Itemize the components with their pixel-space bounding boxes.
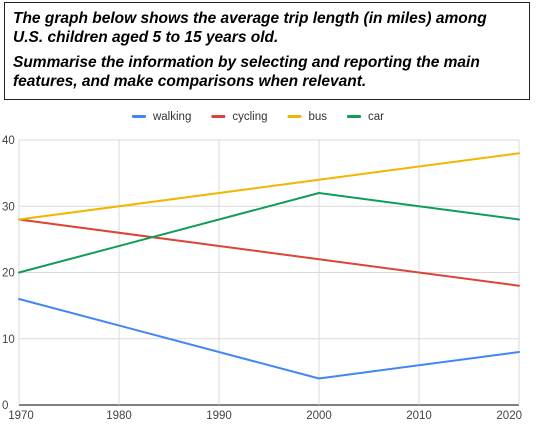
legend-swatch-cycling [211,115,226,118]
series-line-car [18,192,520,274]
line-chart: 0 10 20 30 40 1970 1980 1990 2000 2010 2020 walking… [2,111,522,422]
legend-label-car: car [368,111,384,123]
y-tick-label: 30 [2,201,15,213]
y-tick-label: 20 [2,268,15,280]
x-tick-label: 1980 [106,410,132,422]
x-tick-label: 2020 [496,410,522,422]
y-tick-label: 0 [2,400,8,412]
x-tick-label: 1970 [8,410,34,422]
series-line-walking [18,298,520,380]
prompt-instruction: Summarise the information by selecting a… [13,54,480,90]
task-prompt-box: The graph below shows the average trip l… [4,2,530,100]
x-tick-label: 1990 [206,410,232,422]
x-tick-label: 2000 [306,410,332,422]
series-line-bus [18,152,520,221]
series-line-cycling [18,218,520,287]
x-tick-label: 2010 [406,410,432,422]
legend-label-bus: bus [308,111,327,123]
y-tick-label: 10 [2,334,15,346]
prompt-description: The graph below shows the average trip l… [13,10,487,46]
y-tick-label: 40 [2,135,15,147]
legend-swatch-bus [287,115,302,118]
legend-swatch-car [347,115,362,118]
legend-label-walking: walking [152,111,191,123]
legend-swatch-walking [131,115,146,118]
legend-label-cycling: cycling [232,111,267,123]
